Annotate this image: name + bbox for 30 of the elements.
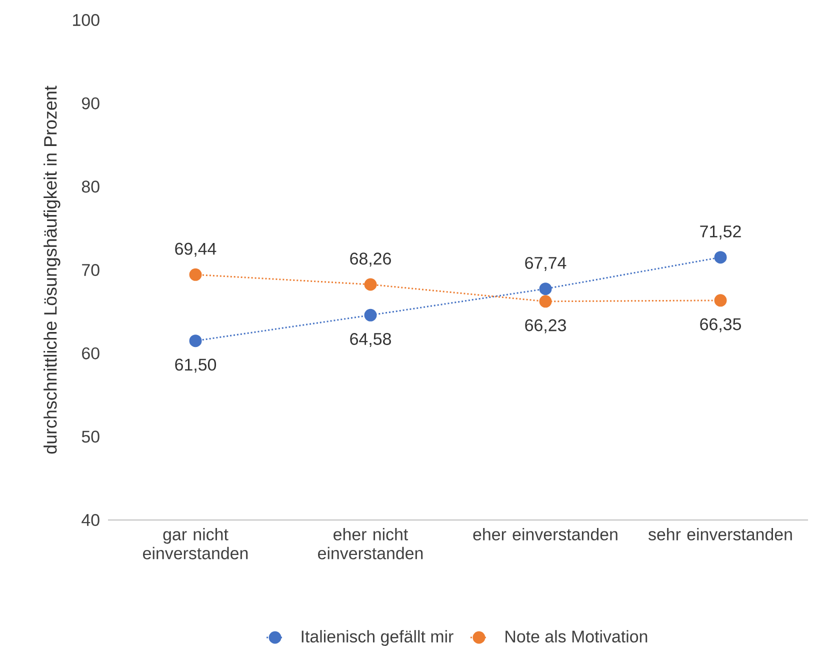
- y-tick-label: 80: [82, 180, 100, 193]
- y-axis-title: durchschnittliche Lösungshäufigkeit in Prozent: [44, 86, 60, 454]
- y-tick-label: 40: [82, 514, 100, 526]
- x-tick-label: eher einverstanden: [473, 528, 618, 540]
- point: [189, 334, 202, 348]
- y-tick-label: 100: [73, 14, 100, 26]
- data-label: 61,50: [175, 358, 216, 373]
- point: [364, 308, 377, 322]
- point: [364, 278, 377, 291]
- y-tick-label: 90: [82, 97, 100, 110]
- x-tick-label: sehr einverstanden: [648, 528, 792, 540]
- legend-label: Note als Motivation: [506, 630, 648, 643]
- data-label: 67,74: [525, 256, 566, 271]
- y-tick-label: 70: [82, 264, 100, 276]
- data-label: 66,35: [700, 318, 741, 332]
- x-tick-label: eher nicht einverstanden: [318, 528, 423, 560]
- point: [714, 294, 727, 307]
- data-label: 66,23: [525, 319, 566, 334]
- y-tick-label: 60: [82, 347, 100, 360]
- point: [539, 295, 552, 308]
- point: [189, 268, 202, 281]
- y-tick-label: 50: [82, 430, 100, 443]
- data-label: 64,58: [350, 332, 391, 347]
- data-label: 68,26: [350, 252, 391, 267]
- x-tick-label: gar nicht einverstanden: [143, 528, 248, 560]
- point: [714, 251, 727, 264]
- legend-label: Italienisch gefällt mir: [302, 630, 454, 646]
- data-label: 69,44: [175, 242, 216, 257]
- point: [539, 282, 552, 296]
- data-label: 71,52: [700, 225, 741, 240]
